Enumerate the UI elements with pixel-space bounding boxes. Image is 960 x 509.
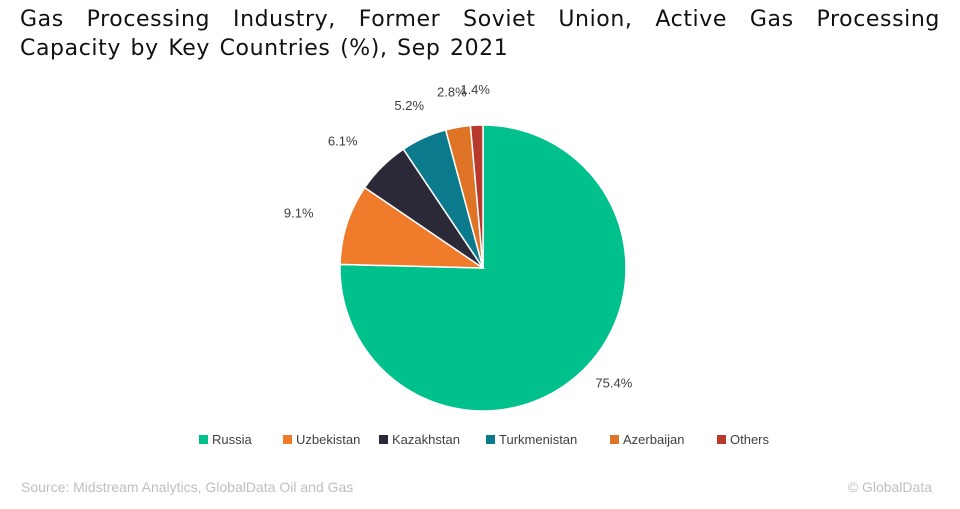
chart-title: Gas Processing Industry, Former Soviet U…	[20, 7, 940, 61]
legend-item-turkmenistan: Turkmenistan	[486, 432, 577, 447]
legend-label-others: Others	[730, 432, 770, 447]
slice-label-azerbaijan: 2.8%	[437, 85, 467, 100]
slice-label-russia: 75.4%	[595, 375, 632, 390]
legend-item-kazakhstan: Kazakhstan	[379, 432, 460, 447]
slice-label-turkmenistan: 5.2%	[394, 98, 424, 113]
legend-item-azerbaijan: Azerbaijan	[610, 432, 684, 447]
legend-swatch-turkmenistan	[486, 435, 495, 444]
slice-label-kazakhstan: 6.1%	[328, 134, 358, 149]
legend-item-others: Others	[717, 432, 770, 447]
legend-swatch-azerbaijan	[610, 435, 619, 444]
legend-swatch-russia	[199, 435, 208, 444]
slice-label-uzbekistan: 9.1%	[284, 206, 314, 221]
legend-swatch-uzbekistan	[283, 435, 292, 444]
legend-swatch-kazakhstan	[379, 435, 388, 444]
copyright-note: © GlobalData	[847, 479, 932, 495]
pie-slices	[339, 124, 627, 412]
source-note: Source: Midstream Analytics, GlobalData …	[21, 479, 354, 495]
legend-label-uzbekistan: Uzbekistan	[296, 432, 360, 447]
legend-label-azerbaijan: Azerbaijan	[623, 432, 684, 447]
legend-item-uzbekistan: Uzbekistan	[283, 432, 360, 447]
legend-label-turkmenistan: Turkmenistan	[499, 432, 577, 447]
slice-label-others: 1.4%	[460, 82, 490, 97]
slice-labels: 75.4% 9.1% 6.1% 5.2% 2.8%1.4%	[284, 82, 633, 390]
legend-swatch-others	[717, 435, 726, 444]
legend-item-russia: Russia	[199, 432, 253, 447]
pie-slice-russia	[339, 124, 627, 412]
legend: Russia Uzbekistan Kazakhstan Turkmenistan Az…	[199, 432, 770, 447]
legend-label-kazakhstan: Kazakhstan	[392, 432, 460, 447]
legend-label-russia: Russia	[212, 432, 253, 447]
pie-slice-others	[469, 124, 484, 269]
pie-slice-uzbekistan	[339, 186, 486, 269]
